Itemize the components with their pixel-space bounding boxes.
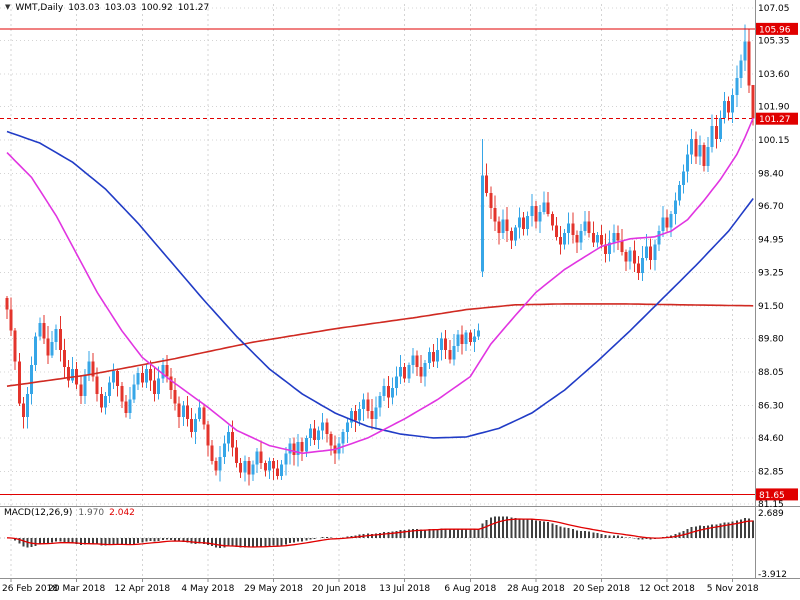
price-axis-label: 100.15: [758, 136, 790, 146]
macd-histogram: [10, 516, 755, 548]
ma-slow-red: [6, 303, 754, 387]
date-axis-label: 26 Feb 2018: [2, 584, 58, 594]
ma-fast-magenta: [6, 117, 754, 455]
price-axis-label: 96.70: [758, 202, 784, 212]
date-axis-label: 6 Aug 2018: [444, 584, 496, 594]
quote-high: 103.03: [104, 3, 137, 13]
date-axis-label: 28 Aug 2018: [507, 584, 565, 594]
price-badge-label: 101.27: [759, 115, 791, 125]
price-axis-label: 105.35: [758, 37, 790, 47]
date-axis-label: 12 Apr 2018: [114, 584, 170, 594]
date-axis-label: 5 Nov 2018: [707, 584, 759, 594]
macd-signal: [6, 518, 754, 548]
date-axis-label: 20 Sep 2018: [573, 584, 630, 594]
grid-lines: [0, 4, 755, 576]
price-badge: [756, 22, 798, 35]
price-badge: [756, 112, 798, 125]
date-axis-label: 4 May 2018: [181, 584, 234, 594]
macd-axis-label: -3.912: [758, 570, 787, 580]
chart-shift-marker-icon: ▼: [5, 3, 11, 11]
price-badge: [756, 488, 798, 501]
price-axis-label: 88.05: [758, 368, 784, 378]
price-axis-label: 103.60: [758, 70, 790, 80]
date-axis-label: 29 May 2018: [244, 584, 303, 594]
price-axis-label: 82.85: [758, 467, 784, 477]
symbol-timeframe: WMT,Daily: [15, 3, 64, 13]
moving-averages: [6, 117, 754, 455]
price-axis-label: 93.25: [758, 268, 784, 278]
price-badge-label: 81.65: [759, 491, 785, 501]
date-axis-label: 20 Jun 2018: [312, 584, 366, 594]
symbol-quote-overlay: ▼ WMT,Daily 103.03 103.03 100.92 101.27: [5, 3, 214, 14]
price-axis-label: 107.05: [758, 4, 790, 14]
quote-close: 101.27: [177, 3, 210, 13]
macd-name: MACD(12,26,9): [4, 508, 73, 518]
price-axis-label: 101.90: [758, 103, 790, 113]
price-axis-label: 81.15: [758, 500, 784, 510]
quote-open: 103.03: [68, 3, 100, 13]
price-axis-label: 89.80: [758, 334, 784, 344]
price-axis-label: 91.50: [758, 302, 784, 312]
date-axis-label: 12 Oct 2018: [639, 584, 695, 594]
level-lines[interactable]: [0, 28, 755, 495]
price-axis[interactable]: 107.05 105.35 103.60 101.90 100.15 98.40 96.70…: [756, 4, 798, 510]
macd-main-value: 1.970: [78, 508, 105, 518]
macd-signal-line: [6, 518, 754, 548]
candle-series: [5, 24, 755, 486]
date-axis-label: 20 Mar 2018: [48, 584, 105, 594]
macd-axis-label: 2.689: [758, 509, 784, 519]
quote-low: 100.92: [141, 3, 173, 13]
price-badge-label: 105.96: [759, 25, 791, 35]
indicator-label: MACD(12,26,9) 1.970 2.042: [4, 508, 135, 519]
macd-signal-value: 2.042: [109, 508, 135, 518]
price-axis-label: 86.30: [758, 401, 784, 411]
price-axis-label: 98.40: [758, 170, 784, 180]
macd-axis[interactable]: 2.689 -3.912: [758, 509, 787, 580]
panel-frame: [0, 0, 800, 582]
date-axis-label: 13 Jul 2018: [379, 584, 430, 594]
ma-mid-blue: [6, 130, 754, 439]
price-axis-label: 84.60: [758, 434, 784, 444]
price-axis-label: 94.95: [758, 236, 784, 246]
